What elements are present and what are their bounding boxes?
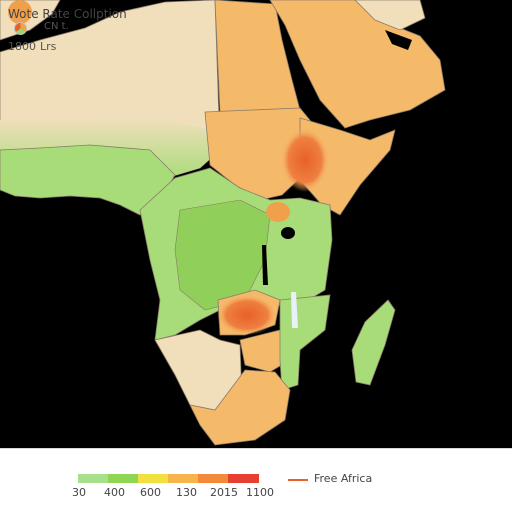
legend-line-label: Free Africa	[314, 472, 373, 485]
lake-malawi	[291, 292, 298, 328]
lake-tanganyika	[262, 245, 268, 285]
colorbar-segment	[198, 474, 229, 483]
lake-victoria	[281, 227, 295, 239]
colorbar-tick-label: 400	[104, 486, 125, 499]
region-gulf	[385, 30, 412, 50]
legend-label-bottom: Lrs	[40, 40, 57, 53]
colorbar-tick-label: 30	[72, 486, 86, 499]
hotspot-iberia	[8, 0, 32, 24]
colorbar-tick-label: 130	[176, 486, 197, 499]
region-levant	[354, 0, 426, 31]
colorbar-segment	[108, 474, 139, 483]
legend-label-top: CN t.	[44, 21, 69, 32]
region-madagascar	[351, 299, 396, 386]
legend-pie-icon	[14, 22, 27, 35]
hotspot-ethiopia	[281, 128, 329, 192]
colorbar-segment	[228, 474, 259, 483]
hotspot-lakes	[266, 202, 290, 222]
colorbar-segment	[168, 474, 199, 483]
legend-line-swatch	[288, 479, 308, 481]
africa-map	[0, 0, 446, 446]
colorbar-tick-label: 1100	[246, 486, 274, 499]
region-west-africa	[0, 144, 176, 216]
legend-colorbar	[78, 474, 259, 483]
legend-label-left: 1800	[8, 40, 36, 53]
region-south-africa	[189, 369, 291, 446]
colorbar-tick-label: 600	[140, 486, 161, 499]
hotspot-zambia	[217, 295, 277, 335]
legend-title: Wote Rate Collption	[8, 7, 127, 21]
colorbar-segment	[138, 474, 169, 483]
colorbar-segment	[78, 474, 109, 483]
colorbar-tick-label: 2015	[210, 486, 238, 499]
